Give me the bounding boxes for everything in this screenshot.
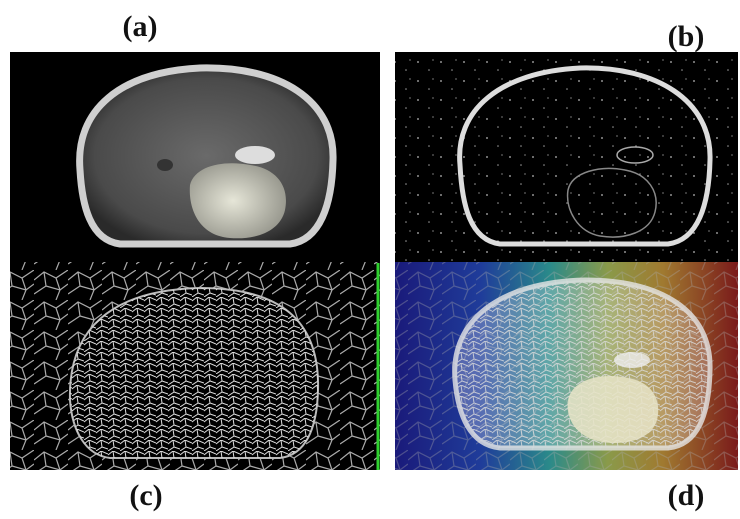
panel-label: (b) (668, 20, 705, 53)
panel-c (10, 262, 380, 470)
panel-d (395, 262, 738, 470)
panel-label: (d) (668, 479, 705, 512)
figure: (a) (b) (c) (d) (0, 0, 740, 514)
panel-label: (a) (123, 10, 158, 43)
panel-a (10, 52, 380, 262)
panel-label: (c) (129, 479, 162, 512)
panel-b (395, 52, 738, 262)
